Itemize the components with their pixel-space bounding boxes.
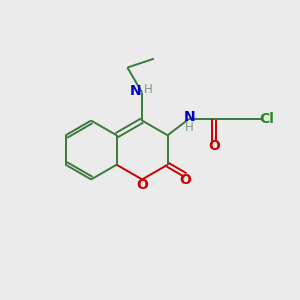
Text: O: O (179, 173, 191, 187)
Text: Cl: Cl (259, 112, 274, 126)
Text: O: O (136, 178, 148, 192)
Text: O: O (208, 140, 220, 154)
Text: N: N (130, 84, 141, 98)
Text: H: H (185, 121, 194, 134)
Text: H: H (144, 83, 153, 96)
Text: N: N (184, 110, 195, 124)
